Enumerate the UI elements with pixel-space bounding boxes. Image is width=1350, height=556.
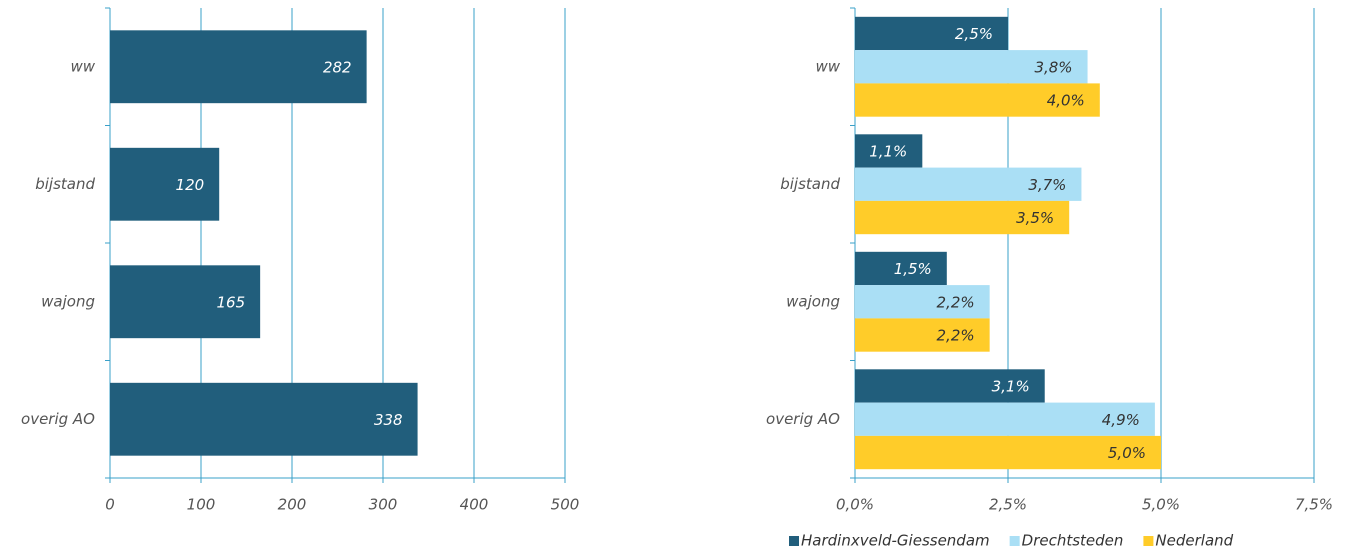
value-label: 2,5% bbox=[955, 25, 993, 43]
value-label: 3,1% bbox=[992, 377, 1030, 395]
category-label: bijstand bbox=[780, 175, 840, 193]
category-label: bijstand bbox=[35, 175, 95, 193]
legend-swatch bbox=[1009, 536, 1020, 546]
x-tick-label: 500 bbox=[551, 496, 580, 514]
value-label: 165 bbox=[217, 293, 246, 311]
legend-label: Nederland bbox=[1155, 532, 1233, 550]
x-tick-label: 5,0% bbox=[1142, 496, 1180, 514]
value-label: 338 bbox=[374, 411, 403, 429]
bar bbox=[110, 30, 367, 104]
value-label: 3,5% bbox=[1016, 209, 1054, 227]
value-label: 1,1% bbox=[869, 142, 907, 160]
x-tick-label: 2,5% bbox=[989, 496, 1027, 514]
bar bbox=[110, 147, 220, 221]
bar bbox=[855, 83, 1100, 117]
bar bbox=[855, 435, 1161, 470]
bar bbox=[855, 402, 1155, 436]
value-label: 120 bbox=[176, 176, 205, 194]
category-label: wajong bbox=[41, 292, 95, 310]
value-label: 3,7% bbox=[1028, 176, 1066, 194]
x-tick-label: 7,5% bbox=[1295, 496, 1333, 514]
value-label: 282 bbox=[323, 58, 352, 76]
x-tick-label: 400 bbox=[460, 496, 489, 514]
bar bbox=[855, 200, 1070, 235]
bar bbox=[855, 369, 1045, 403]
legend-label: Drechtsteden bbox=[1022, 532, 1124, 550]
legend-label: Hardinxveld-Giessendam bbox=[801, 532, 990, 550]
x-tick-label: 0 bbox=[105, 496, 115, 514]
legend-swatch bbox=[1143, 536, 1154, 546]
category-label: ww bbox=[815, 57, 840, 75]
x-tick-label: 300 bbox=[369, 496, 398, 514]
bar bbox=[855, 167, 1082, 201]
bar bbox=[855, 134, 923, 168]
category-label: overig AO bbox=[21, 410, 95, 428]
value-label: 4,9% bbox=[1102, 411, 1140, 429]
x-tick-label: 0,0% bbox=[836, 496, 874, 514]
legend-swatch bbox=[789, 536, 799, 546]
bar bbox=[110, 265, 261, 339]
value-label: 1,5% bbox=[894, 260, 932, 278]
x-tick-label: 100 bbox=[187, 496, 216, 514]
bar bbox=[110, 382, 418, 456]
category-label: wajong bbox=[786, 292, 840, 310]
bar bbox=[855, 318, 990, 352]
category-label: ww bbox=[70, 57, 95, 75]
value-label: 5,0% bbox=[1108, 444, 1146, 462]
category-label: overig AO bbox=[766, 410, 840, 428]
bar bbox=[855, 285, 990, 319]
x-tick-label: 200 bbox=[278, 496, 307, 514]
value-label: 2,2% bbox=[937, 327, 975, 345]
value-label: 3,8% bbox=[1034, 58, 1072, 76]
value-label: 4,0% bbox=[1047, 92, 1085, 110]
bar bbox=[855, 16, 1008, 51]
bar bbox=[855, 50, 1088, 84]
value-label: 2,2% bbox=[937, 293, 975, 311]
bar bbox=[855, 251, 947, 286]
